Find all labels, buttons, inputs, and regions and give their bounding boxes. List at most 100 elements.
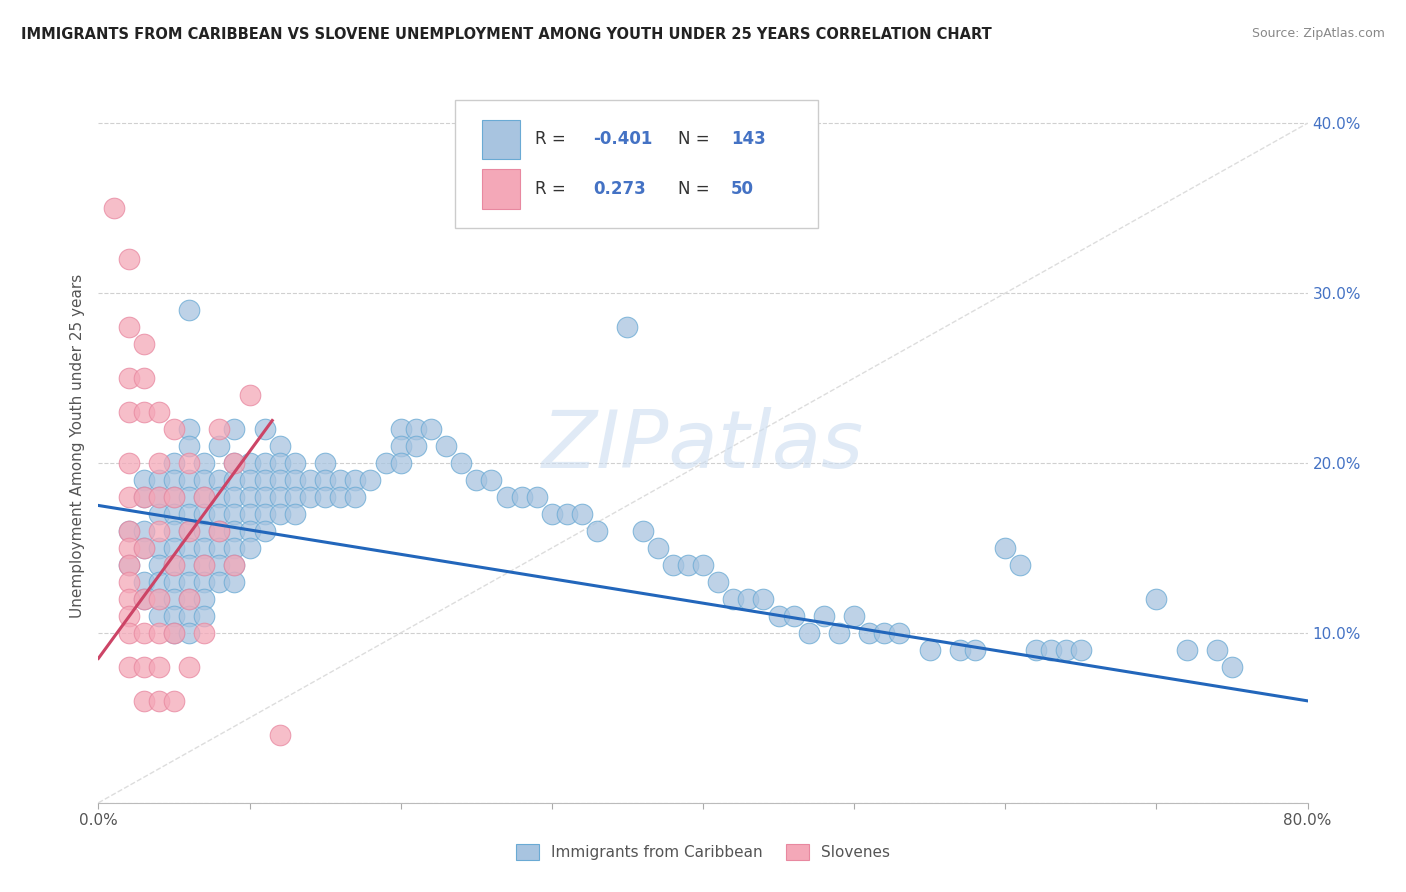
- Point: [208, 558, 231, 572]
- Text: 50: 50: [731, 180, 754, 198]
- Point: [179, 660, 201, 674]
- Point: [148, 473, 170, 487]
- Point: [253, 490, 276, 504]
- Point: [148, 694, 170, 708]
- Point: [193, 456, 215, 470]
- Point: [405, 422, 427, 436]
- Point: [208, 490, 231, 504]
- Point: [239, 473, 262, 487]
- Point: [994, 541, 1017, 555]
- Point: [148, 507, 170, 521]
- Point: [224, 473, 246, 487]
- Point: [118, 591, 141, 606]
- Point: [163, 626, 186, 640]
- Point: [179, 439, 201, 453]
- Point: [783, 608, 806, 623]
- Point: [253, 456, 276, 470]
- Point: [208, 541, 231, 555]
- Point: [163, 456, 186, 470]
- Point: [193, 574, 215, 589]
- Point: [1010, 558, 1032, 572]
- Point: [1144, 591, 1167, 606]
- Point: [661, 558, 683, 572]
- Point: [571, 507, 593, 521]
- Text: R =: R =: [534, 180, 571, 198]
- Point: [118, 558, 141, 572]
- Point: [179, 303, 201, 318]
- Point: [179, 490, 201, 504]
- Point: [132, 490, 155, 504]
- Point: [179, 591, 201, 606]
- Point: [118, 524, 141, 538]
- Point: [858, 626, 880, 640]
- Point: [163, 574, 186, 589]
- Point: [179, 524, 201, 538]
- Point: [132, 574, 155, 589]
- Point: [148, 591, 170, 606]
- Point: [179, 608, 201, 623]
- Point: [299, 473, 322, 487]
- Point: [118, 490, 141, 504]
- Point: [118, 456, 141, 470]
- Point: [132, 541, 155, 555]
- Point: [873, 626, 896, 640]
- Point: [540, 507, 562, 521]
- Point: [314, 490, 336, 504]
- Point: [118, 541, 141, 555]
- Point: [148, 608, 170, 623]
- Point: [224, 558, 246, 572]
- Point: [224, 456, 246, 470]
- Point: [179, 541, 201, 555]
- Point: [949, 643, 972, 657]
- Point: [465, 473, 488, 487]
- Point: [1024, 643, 1046, 657]
- Point: [269, 456, 291, 470]
- Point: [450, 456, 472, 470]
- Point: [481, 473, 503, 487]
- Point: [284, 473, 307, 487]
- Point: [389, 456, 412, 470]
- Point: [148, 490, 170, 504]
- FancyBboxPatch shape: [456, 100, 818, 228]
- Point: [768, 608, 790, 623]
- Point: [132, 524, 155, 538]
- Point: [737, 591, 759, 606]
- FancyBboxPatch shape: [482, 169, 520, 209]
- Point: [148, 558, 170, 572]
- Point: [118, 574, 141, 589]
- Point: [723, 591, 745, 606]
- Point: [676, 558, 699, 572]
- Point: [179, 524, 201, 538]
- Point: [284, 456, 307, 470]
- Point: [163, 558, 186, 572]
- Point: [360, 473, 382, 487]
- Point: [405, 439, 427, 453]
- Point: [314, 473, 336, 487]
- Point: [148, 405, 170, 419]
- Point: [179, 626, 201, 640]
- Point: [148, 574, 170, 589]
- Point: [193, 541, 215, 555]
- Point: [103, 201, 125, 215]
- Point: [828, 626, 851, 640]
- Point: [692, 558, 714, 572]
- Point: [224, 490, 246, 504]
- Point: [224, 574, 246, 589]
- Point: [193, 524, 215, 538]
- Point: [889, 626, 911, 640]
- Point: [118, 252, 141, 266]
- Point: [224, 541, 246, 555]
- Point: [208, 473, 231, 487]
- Text: ZIPatlas: ZIPatlas: [541, 407, 865, 485]
- Point: [253, 524, 276, 538]
- Text: IMMIGRANTS FROM CARIBBEAN VS SLOVENE UNEMPLOYMENT AMONG YOUTH UNDER 25 YEARS COR: IMMIGRANTS FROM CARIBBEAN VS SLOVENE UNE…: [21, 27, 991, 42]
- Point: [1220, 660, 1243, 674]
- Point: [163, 694, 186, 708]
- Point: [269, 473, 291, 487]
- Point: [208, 507, 231, 521]
- Point: [1206, 643, 1229, 657]
- Point: [253, 422, 276, 436]
- Point: [132, 591, 155, 606]
- Point: [586, 524, 609, 538]
- Point: [193, 558, 215, 572]
